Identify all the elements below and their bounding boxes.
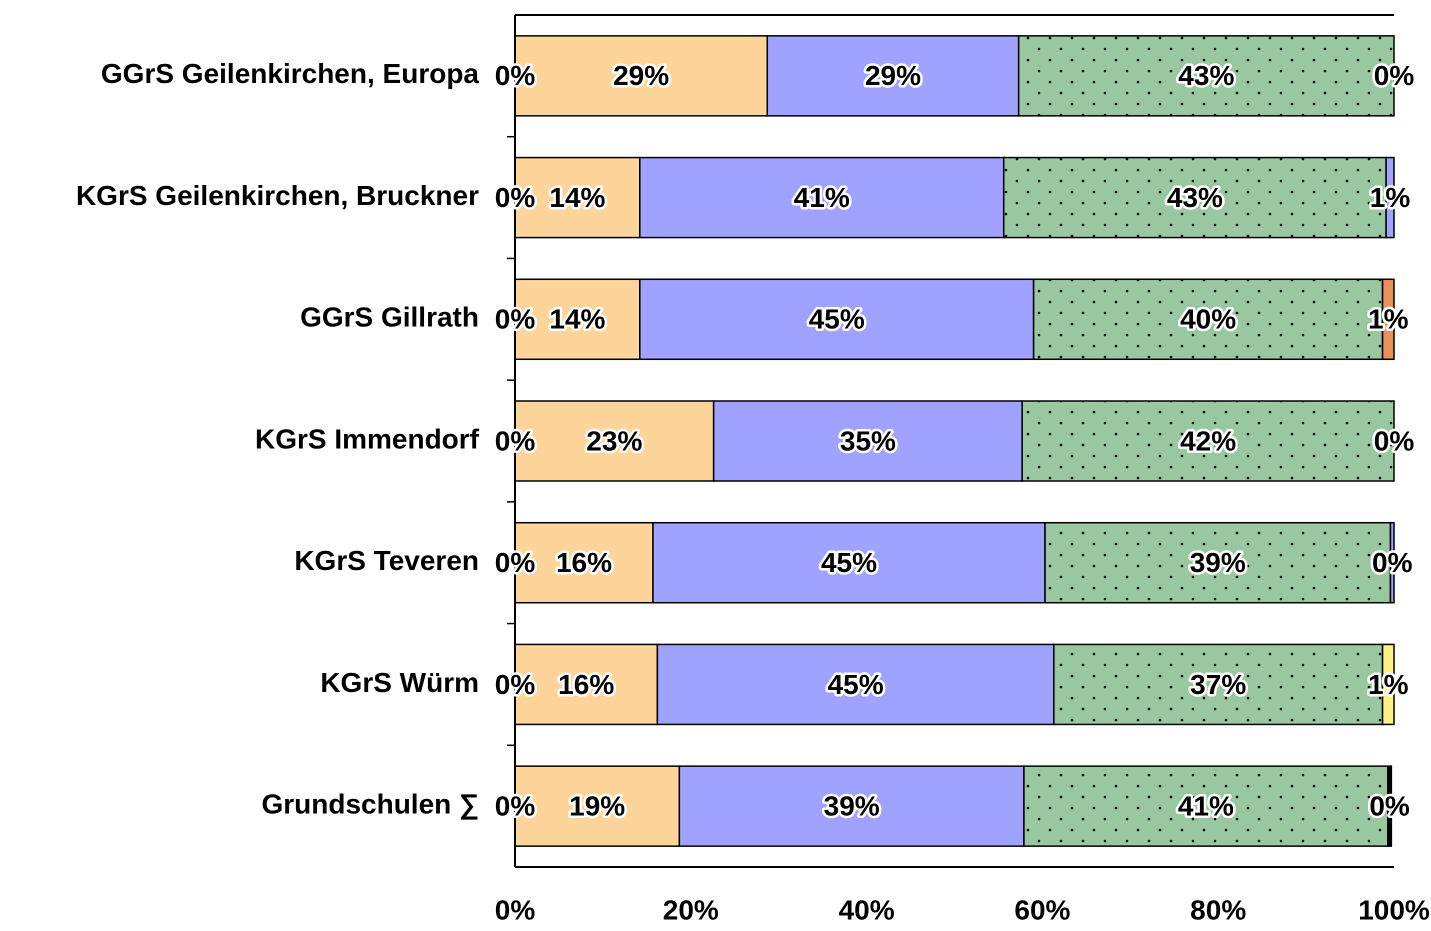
y-tick-label: KGrS Würm: [320, 667, 479, 698]
value-label: 1%: [1368, 304, 1409, 335]
bar-segment: [514, 278, 641, 361]
y-tick-label: KGrS Geilenkirchen, Bruckner: [76, 180, 479, 211]
x-tick-label: 80%: [1190, 894, 1246, 925]
value-label: 41%: [794, 182, 850, 213]
value-label: 1%: [1368, 669, 1409, 700]
bar-segment: [639, 156, 1005, 239]
value-label: 0%: [495, 425, 536, 456]
bar-segment: [514, 643, 659, 726]
frame: [507, 14, 1394, 868]
value-label: 14%: [549, 304, 605, 335]
value-label: 35%: [840, 425, 896, 456]
bar-segment: [514, 765, 681, 847]
value-label: 1%: [1370, 182, 1411, 213]
bar-segment: [1385, 156, 1395, 239]
value-label: 16%: [558, 669, 614, 700]
y-tick-label: Grundschulen ∑: [261, 789, 479, 821]
value-label: 39%: [1190, 547, 1246, 578]
value-label: 45%: [821, 547, 877, 578]
bar-segment: [514, 156, 641, 239]
x-tick-label: 40%: [839, 894, 895, 925]
value-label: 0%: [495, 669, 536, 700]
bar-segment: [656, 643, 1055, 726]
x-tick-label: 60%: [1014, 894, 1070, 925]
y-tick-label: GGrS Geilenkirchen, Europa: [101, 58, 480, 89]
value-label: 0%: [1374, 60, 1415, 91]
bar-segment: [712, 400, 1023, 482]
value-label: 37%: [1190, 669, 1246, 700]
bar-segment: [639, 278, 1035, 361]
bar-segment: [1381, 278, 1395, 361]
x-tick-label: 100%: [1358, 894, 1430, 925]
bar-segment: [678, 765, 1025, 847]
bar-segment: [652, 521, 1046, 604]
value-label: 23%: [586, 425, 642, 456]
value-label: 43%: [1178, 60, 1234, 91]
bar-segment: [1389, 521, 1395, 604]
value-label: 29%: [865, 60, 921, 91]
value-label: 43%: [1167, 182, 1223, 213]
bar-segment: [1021, 400, 1395, 482]
value-label: 19%: [569, 791, 625, 822]
value-label: 14%: [549, 182, 605, 213]
value-label: 0%: [495, 60, 536, 91]
value-label: 0%: [495, 791, 536, 822]
value-label: 0%: [495, 304, 536, 335]
value-label: 42%: [1180, 425, 1236, 456]
bar-segment: [1032, 278, 1384, 361]
bar-segment: [1381, 643, 1395, 726]
value-label: 40%: [1180, 304, 1236, 335]
value-label: 45%: [828, 669, 884, 700]
bar-segment: [514, 521, 654, 604]
y-tick-label: KGrS Teveren: [294, 545, 479, 576]
x-tick-label: 20%: [663, 894, 719, 925]
bar-segment: [766, 35, 1020, 117]
bar-segment: [1053, 643, 1384, 726]
value-label: 45%: [809, 304, 865, 335]
bar-segment: [1017, 35, 1395, 117]
value-label: 29%: [613, 60, 669, 91]
bar-segment: [1044, 521, 1392, 604]
value-label: 16%: [556, 547, 612, 578]
value-label: 39%: [824, 791, 880, 822]
y-tick-label: GGrS Gillrath: [300, 302, 479, 333]
value-label: 0%: [495, 182, 536, 213]
value-label: 0%: [1372, 547, 1413, 578]
bar-segment: [1023, 765, 1389, 847]
labels: 0% 20% 40% 60% 80% 100% GGrS Geilenkirchen, Eu…: [76, 58, 1430, 926]
bar-segment: [514, 35, 769, 117]
x-tick-label: 0%: [495, 894, 536, 925]
bar-segment: [1387, 765, 1393, 847]
bar-segment: [1002, 156, 1387, 239]
bars: [514, 35, 1395, 847]
value-label: 0%: [495, 547, 536, 578]
y-tick-label: KGrS Immendorf: [255, 423, 480, 454]
value-label: 41%: [1178, 791, 1234, 822]
value-label: 0%: [1369, 791, 1410, 822]
value-label: 0%: [1374, 425, 1415, 456]
